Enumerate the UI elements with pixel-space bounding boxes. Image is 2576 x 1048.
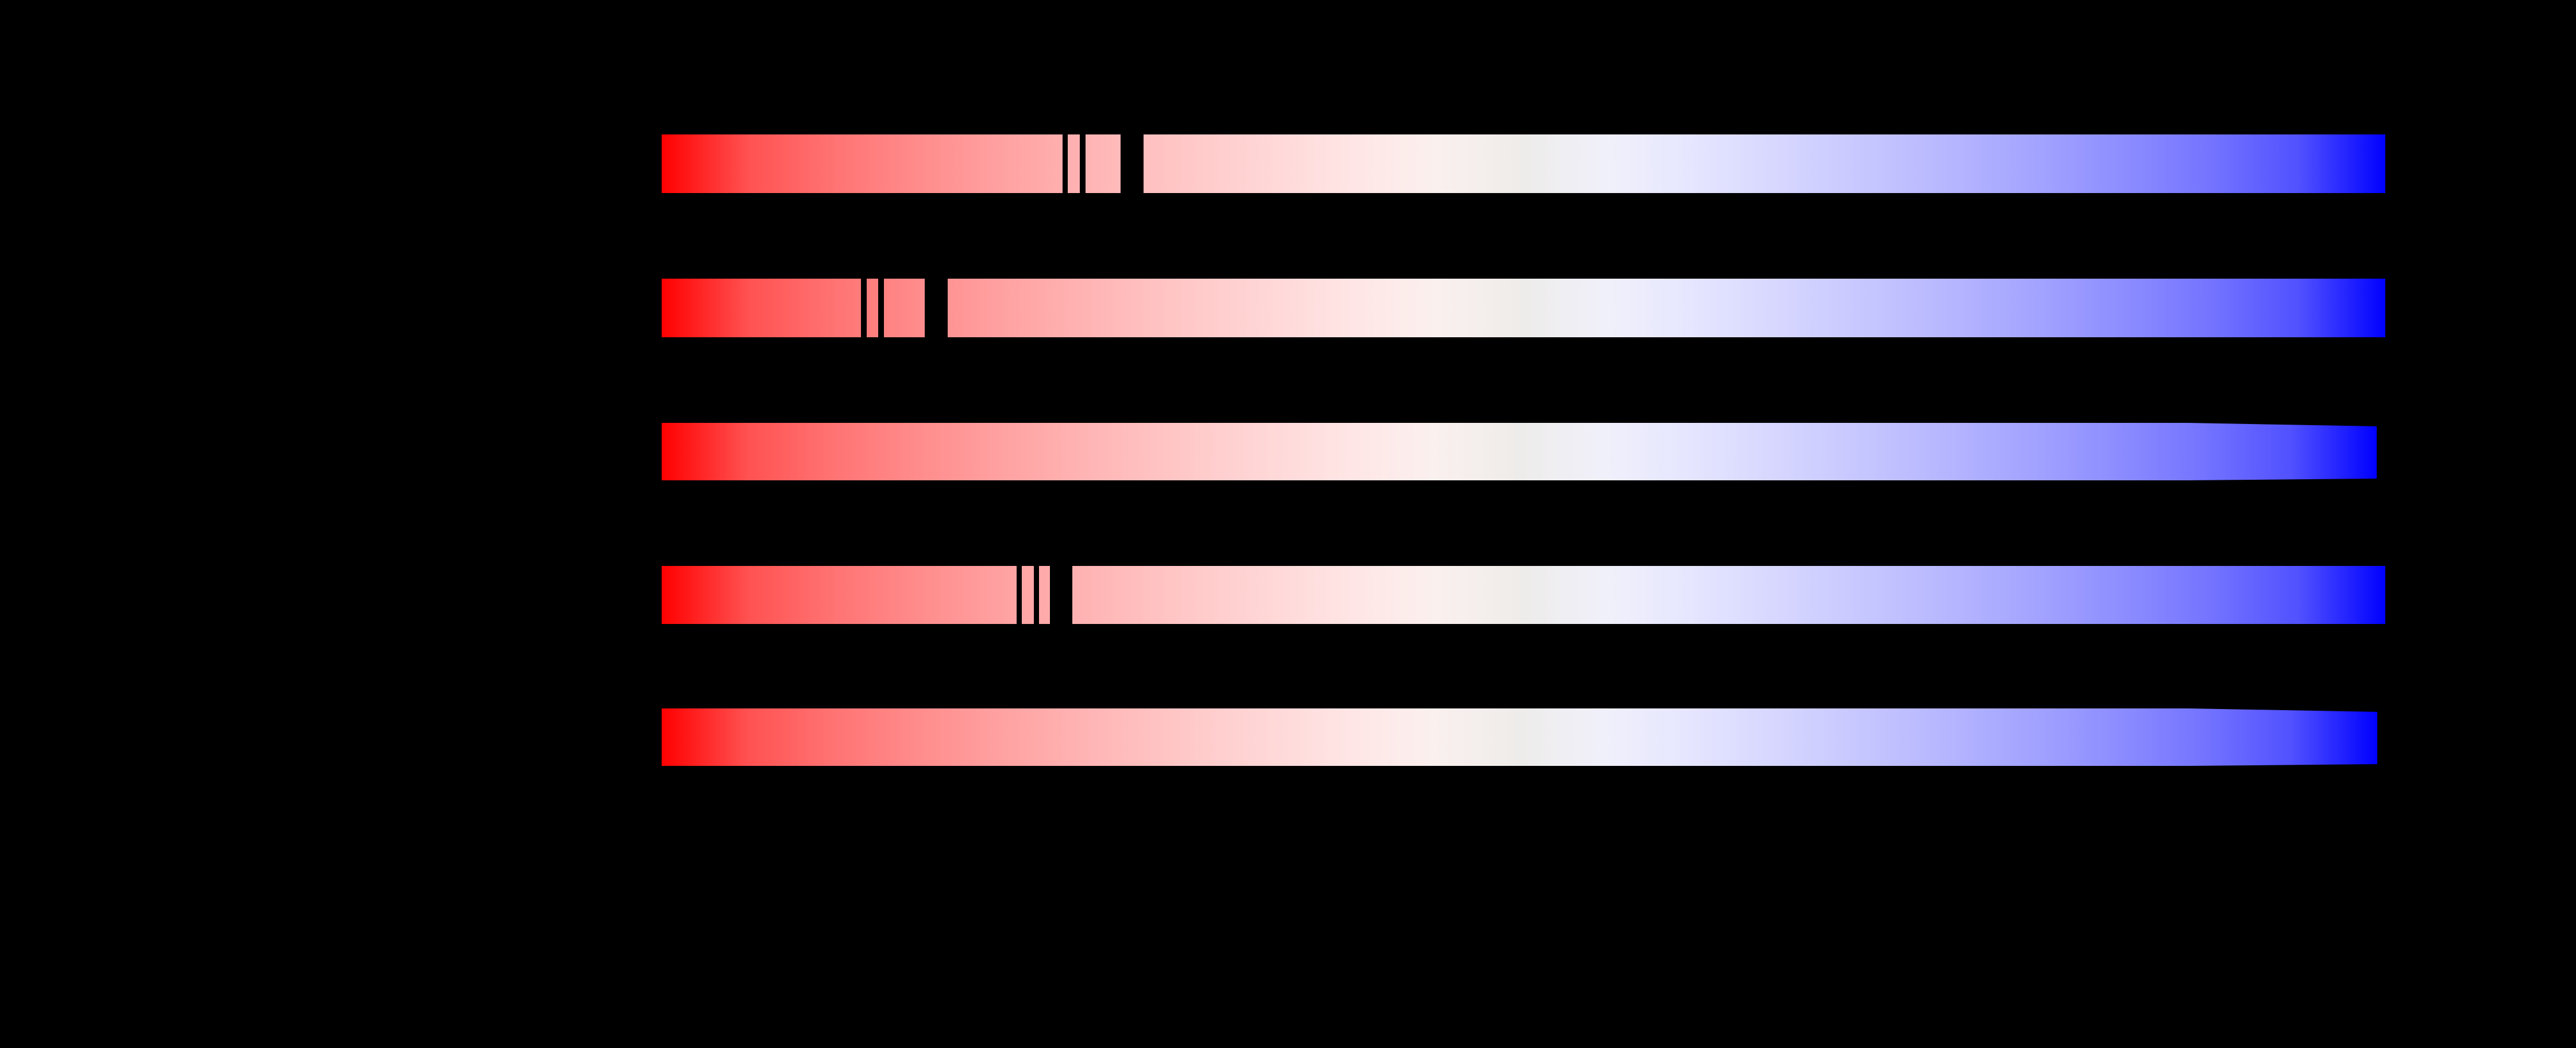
bar-break <box>1034 566 1039 624</box>
gradient-bar-5 <box>662 708 2377 766</box>
bar-break <box>861 279 867 337</box>
bar-break <box>878 279 884 337</box>
gradient-bar-3 <box>662 423 2377 480</box>
bar-break <box>1050 566 1072 624</box>
bar-break <box>1121 134 1144 193</box>
gradient-bar-1 <box>662 134 2385 193</box>
gradient-bar-4 <box>662 566 2385 624</box>
bar-break <box>1017 566 1022 624</box>
bar-break <box>1080 134 1086 193</box>
bar-break <box>925 279 948 337</box>
gradient-bar-2 <box>662 279 2385 337</box>
bar-break <box>1063 134 1068 193</box>
